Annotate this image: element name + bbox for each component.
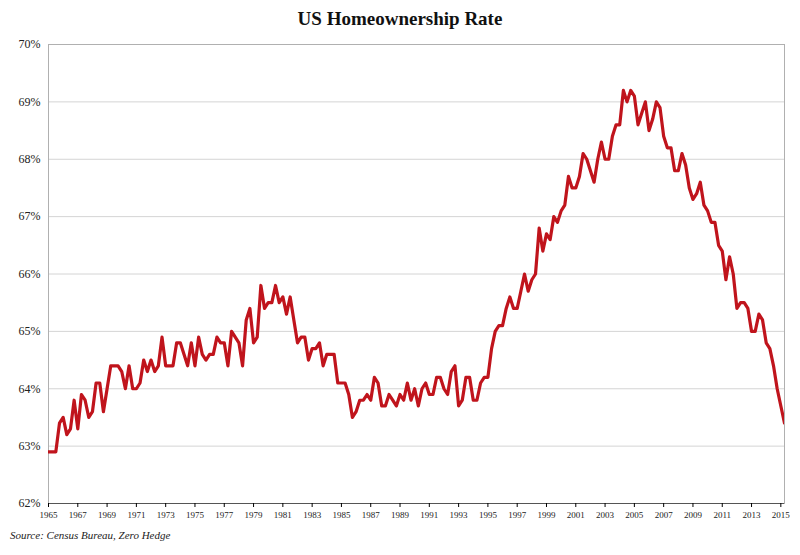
svg-text:1995: 1995: [479, 510, 498, 520]
svg-text:1971: 1971: [127, 510, 145, 520]
svg-text:1981: 1981: [274, 510, 292, 520]
svg-text:1985: 1985: [332, 510, 351, 520]
svg-text:70%: 70%: [19, 37, 41, 51]
html-text:Source: Census Bureau, Zero He: Source: Census Bureau, Zero Hedge: [10, 529, 171, 541]
svg-text:63%: 63%: [19, 439, 41, 453]
svg-text:1977: 1977: [215, 510, 234, 520]
svg-text:1983: 1983: [303, 510, 322, 520]
svg-text:2015: 2015: [772, 510, 791, 520]
svg-text:1967: 1967: [69, 510, 88, 520]
svg-text:67%: 67%: [19, 209, 41, 223]
svg-text:1969: 1969: [98, 510, 117, 520]
svg-text:1979: 1979: [245, 510, 264, 520]
svg-text:1975: 1975: [186, 510, 205, 520]
svg-text:1973: 1973: [157, 510, 176, 520]
svg-text:1965: 1965: [40, 510, 59, 520]
svg-text:1987: 1987: [362, 510, 381, 520]
svg-text:2007: 2007: [655, 510, 674, 520]
svg-text:1989: 1989: [391, 510, 410, 520]
svg-text:62%: 62%: [19, 496, 41, 510]
svg-text:1997: 1997: [508, 510, 527, 520]
svg-text:1999: 1999: [537, 510, 556, 520]
svg-text:2005: 2005: [625, 510, 644, 520]
svg-text:69%: 69%: [19, 95, 41, 109]
svg-text:2011: 2011: [713, 510, 731, 520]
svg-text:2009: 2009: [684, 510, 703, 520]
svg-text:1991: 1991: [420, 510, 438, 520]
svg-text:1993: 1993: [450, 510, 469, 520]
svg-text:65%: 65%: [19, 324, 41, 338]
svg-text:64%: 64%: [19, 382, 41, 396]
svg-text:66%: 66%: [19, 267, 41, 281]
svg-text:2013: 2013: [743, 510, 762, 520]
html-text:US Homeownership Rate: US Homeownership Rate: [297, 8, 503, 29]
svg-text:2003: 2003: [596, 510, 615, 520]
svg-text:68%: 68%: [19, 152, 41, 166]
svg-text:2001: 2001: [567, 510, 585, 520]
